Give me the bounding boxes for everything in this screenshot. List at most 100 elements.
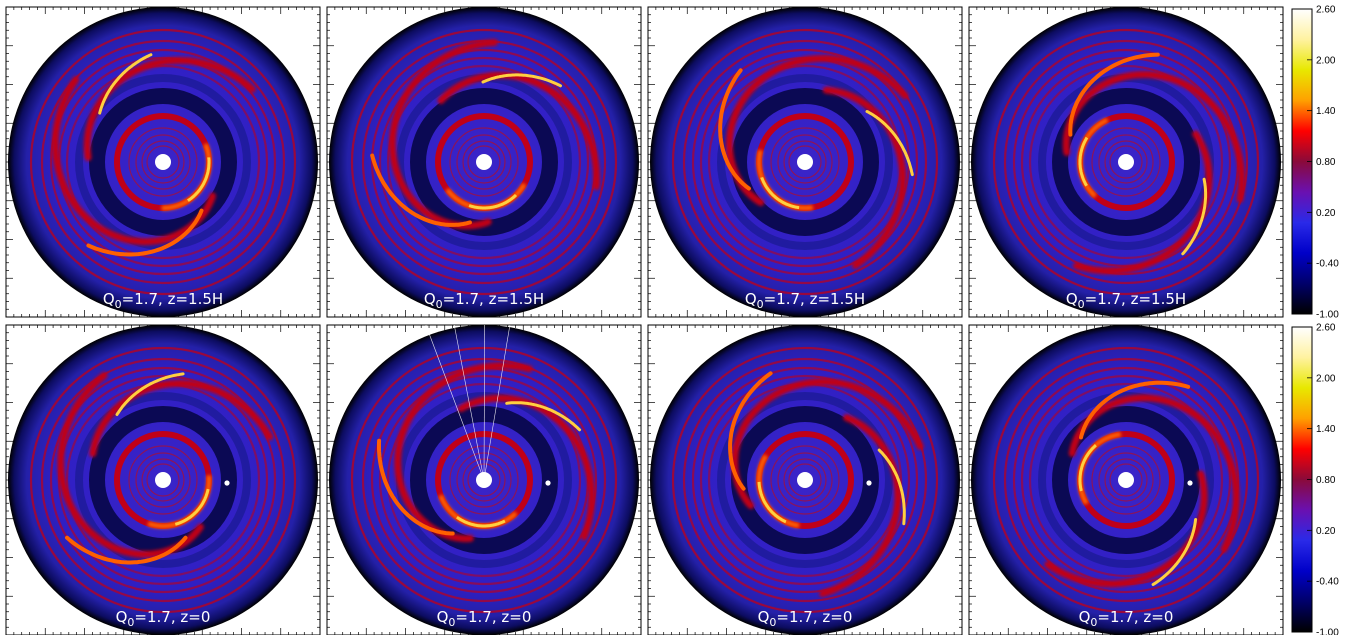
density-ring	[1028, 382, 1224, 578]
center-hole	[1118, 472, 1134, 488]
density-ring	[1028, 64, 1224, 260]
gap-band	[731, 88, 879, 236]
colorbar-tick-label: -0.40	[1316, 259, 1339, 270]
colorbar-tick-label: -1.00	[1316, 310, 1339, 321]
gap-band	[410, 88, 558, 236]
density-ring	[1003, 39, 1249, 285]
center-hole	[476, 154, 492, 170]
gap-band	[75, 392, 251, 568]
center-hole	[797, 472, 813, 488]
inner-fine-ring	[141, 140, 185, 184]
density-ring	[386, 382, 582, 578]
density-ring	[361, 357, 607, 603]
inner-fine-ring	[1104, 140, 1148, 184]
spiral-arm	[437, 71, 601, 191]
spiral-arm-hot	[505, 401, 582, 432]
inner-fine-ring	[141, 458, 185, 502]
density-ring	[40, 39, 286, 285]
inner-ring-hot	[456, 515, 506, 528]
ray-line	[425, 324, 485, 481]
density-ring	[691, 48, 919, 276]
density-ring	[49, 366, 277, 594]
disk-panel: Q0=1.7, z=1.5H	[5, 6, 321, 318]
inner-ring-hot	[187, 157, 211, 202]
spiral-arm-bright	[1079, 380, 1191, 440]
inner-fine-ring	[135, 452, 191, 508]
inner-fine-ring	[128, 127, 198, 197]
inner-fine-ring	[783, 458, 827, 502]
colorbar-tick-label: 0.80	[1316, 475, 1336, 486]
spiral-arms	[718, 54, 914, 269]
colorbar-tick-label: 0.20	[1316, 526, 1336, 537]
inner-ring-hot	[1078, 136, 1089, 187]
center-hole	[797, 154, 813, 170]
spiral-arm-hot	[877, 448, 906, 526]
colorbar-tick-label: 2.60	[1316, 5, 1336, 16]
spiral-arms	[728, 371, 924, 598]
spiral-arms	[370, 39, 601, 230]
inner-fine-ring	[146, 463, 180, 497]
inner-fine-ring	[788, 145, 822, 179]
panel-label: Q0=1.7, z=1.5H	[103, 290, 223, 311]
density-ring	[682, 39, 928, 285]
center-hole	[1118, 154, 1134, 170]
density-ring	[350, 346, 618, 614]
density-ring	[49, 48, 277, 276]
ray-line	[483, 324, 486, 481]
ray-line	[453, 324, 485, 481]
inner-fine-ring	[1098, 134, 1154, 190]
density-ring	[671, 28, 939, 296]
colorbar-tick-label: 1.40	[1316, 424, 1336, 435]
density-ring	[992, 346, 1260, 614]
inner-fine-ring	[128, 445, 198, 515]
spiral-arm	[1072, 130, 1213, 275]
inner-fine-ring	[1091, 445, 1161, 515]
panel-label: Q0=1.7, z=0	[116, 608, 211, 629]
inner-ring-hot	[757, 481, 787, 524]
gap-band	[89, 406, 237, 554]
spiral-arm-bright	[370, 153, 472, 227]
inner-fine-ring	[135, 134, 191, 190]
inner-ring-hot	[468, 193, 518, 210]
density-ring	[699, 374, 911, 586]
gap-band	[717, 74, 893, 250]
inner-fine-ring	[788, 463, 822, 497]
density-ring	[40, 357, 286, 603]
density-ring	[682, 357, 928, 603]
spiral-arms	[377, 362, 596, 543]
density-ring	[1020, 56, 1232, 268]
colorbar-tick-label: -1.00	[1316, 628, 1339, 635]
disk-panel: Q0=1.7, z=1.5H	[647, 6, 963, 318]
gap-band	[1052, 406, 1200, 554]
inner-fine-ring	[146, 145, 180, 179]
spiral-arms	[1062, 52, 1246, 275]
spiral-arm-hot	[115, 372, 185, 416]
disk-panel: Q0=1.7, z=0	[647, 324, 963, 635]
colorbar-tick-label: 1.40	[1316, 106, 1336, 117]
colorbar: 2.60 2.00 1.40 0.80 0.20 -0.40 -1.00	[1291, 5, 1339, 321]
inner-ring-hot	[174, 488, 210, 526]
spiral-arms	[51, 53, 256, 257]
inner-fine-ring	[777, 134, 833, 190]
disk-panel: Q0=1.7, z=1.5H	[968, 6, 1284, 318]
spiral-arm-hot	[1181, 177, 1208, 256]
center-hole	[155, 472, 171, 488]
density-ring	[29, 28, 297, 296]
inner-ring-hot	[1078, 444, 1097, 492]
disk-panel: Q0=1.7, z=0	[968, 324, 1284, 635]
gap-band	[717, 392, 893, 568]
inner-fine-ring	[467, 145, 501, 179]
colorbar-tick-label: -0.40	[1316, 577, 1339, 588]
spiral-arms	[1044, 380, 1240, 588]
spiral-arm-bright	[86, 208, 204, 257]
colorbar-tick-label: 2.60	[1316, 323, 1336, 334]
spiral-arm-bright	[718, 68, 751, 191]
colorbar-tick-label: 0.20	[1316, 208, 1336, 219]
density-ring	[1003, 357, 1249, 603]
disk-panel: Q0=1.7, z=1.5H	[326, 6, 642, 318]
inner-fine-ring	[462, 140, 506, 184]
inner-fine-ring	[1091, 127, 1161, 197]
planet-marker	[545, 480, 551, 486]
density-ring	[992, 28, 1260, 296]
